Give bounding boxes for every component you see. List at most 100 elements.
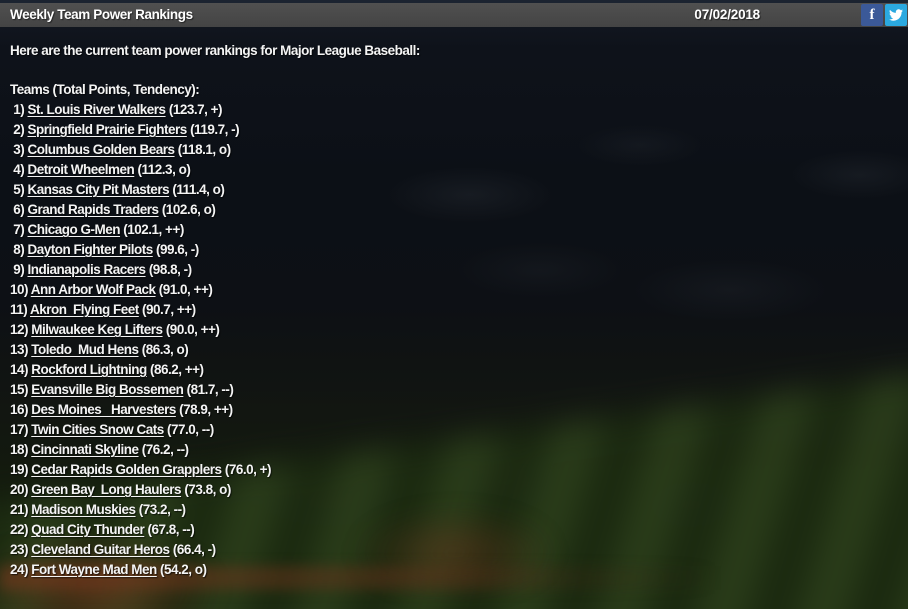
ranking-row: 13) Toledo Mud Hens (86.3, o) [10,340,898,360]
rank-number: 24) [10,562,32,577]
points-tendency: (77.0, --) [163,422,214,437]
ranking-row: 23) Cleveland Guitar Heros (66.4, -) [10,540,898,560]
ranking-row: 11) Akron Flying Feet (90.7, ++) [10,300,898,320]
ranking-row: 2) Springfield Prairie Fighters (119.7, … [10,120,898,140]
ranking-row: 20) Green Bay Long Haulers (73.8, o) [10,480,898,500]
points-tendency: (86.3, o) [138,342,189,357]
team-link[interactable]: Columbus Golden Bears [27,142,176,157]
team-link[interactable]: Madison Muskies [31,502,136,517]
team-link[interactable]: Chicago G-Men [27,222,121,237]
rank-number: 7) [10,222,28,237]
team-link[interactable]: Fort Wayne Mad Men [31,562,157,577]
team-link[interactable]: Des Moines Harvesters [31,402,176,417]
list-header: Teams (Total Points, Tendency): [10,82,200,97]
rank-number: 22) [10,522,32,537]
team-link[interactable]: Dayton Fighter Pilots [27,242,154,257]
ranking-row: 15) Evansville Big Bossemen (81.7, --) [10,380,898,400]
team-link[interactable]: Kansas City Pit Masters [27,182,170,197]
points-tendency: (90.0, ++) [162,322,220,337]
rank-number: 5) [10,182,28,197]
team-link[interactable]: Cincinnati Skyline [31,442,139,457]
twitter-share-button[interactable] [885,4,907,26]
twitter-bird-icon [889,9,903,21]
points-tendency: (119.7, -) [186,122,240,137]
rank-number: 21) [10,502,32,517]
rank-number: 15) [10,382,32,397]
team-link[interactable]: Grand Rapids Traders [27,202,160,217]
ranking-row: 7) Chicago G-Men (102.1, ++) [10,220,898,240]
rank-number: 16) [10,402,32,417]
rank-number: 19) [10,462,32,477]
team-link[interactable]: Toledo Mud Hens [31,342,139,357]
ranking-row: 16) Des Moines Harvesters (78.9, ++) [10,400,898,420]
rank-number: 2) [10,122,28,137]
rank-number: 18) [10,442,32,457]
points-tendency: (86.2, ++) [146,362,204,377]
points-tendency: (123.7, +) [165,102,223,117]
team-link[interactable]: Evansville Big Bossemen [31,382,184,397]
ranking-row: 17) Twin Cities Snow Cats (77.0, --) [10,420,898,440]
points-tendency: (99.6, -) [152,242,199,257]
points-tendency: (118.1, o) [174,142,231,157]
team-link[interactable]: Rockford Lightning [31,362,147,377]
warning-track-strip [0,566,720,590]
facebook-share-button[interactable]: f [861,4,883,26]
ranking-row: 14) Rockford Lightning (86.2, ++) [10,360,898,380]
team-link[interactable]: Detroit Wheelmen [27,162,135,177]
points-tendency: (91.0, ++) [155,282,213,297]
rank-number: 4) [10,162,28,177]
rank-number: 3) [10,142,28,157]
ranking-row: 9) Indianapolis Racers (98.8, -) [10,260,898,280]
infield-dirt-patch [320,495,590,609]
ranking-row: 10) Ann Arbor Wolf Pack (91.0, ++) [10,280,898,300]
team-link[interactable]: Ann Arbor Wolf Pack [30,282,156,297]
rank-number: 11) [10,302,31,317]
ranking-row: 3) Columbus Golden Bears (118.1, o) [10,140,898,160]
points-tendency: (66.4, -) [169,542,216,557]
ranking-row: 18) Cincinnati Skyline (76.2, --) [10,440,898,460]
points-tendency: (67.8, --) [144,522,195,537]
team-link[interactable]: Cleveland Guitar Heros [31,542,170,557]
rank-number: 17) [10,422,32,437]
team-link[interactable]: Green Bay Long Haulers [31,482,182,497]
ranking-row: 1) St. Louis River Walkers (123.7, +) [10,100,898,120]
team-link[interactable]: St. Louis River Walkers [27,102,167,117]
points-tendency: (98.8, -) [145,262,192,277]
rank-number: 6) [10,202,28,217]
ranking-row: 24) Fort Wayne Mad Men (54.2, o) [10,560,898,580]
points-tendency: (76.0, +) [221,462,272,477]
ranking-row: 5) Kansas City Pit Masters (111.4, o) [10,180,898,200]
ranking-row: 21) Madison Muskies (73.2, --) [10,500,898,520]
points-tendency: (73.2, --) [135,502,186,517]
points-tendency: (90.7, ++) [138,302,196,317]
rank-number: 20) [10,482,32,497]
team-link[interactable]: Akron Flying Feet [30,302,139,317]
points-tendency: (81.7, --) [183,382,234,397]
team-link[interactable]: Quad City Thunder [31,522,145,537]
facebook-f-icon: f [869,7,875,23]
team-link[interactable]: Springfield Prairie Fighters [27,122,188,137]
infield-dirt-corner [0,515,260,609]
ranking-row: 12) Milwaukee Keg Lifters (90.0, ++) [10,320,898,340]
window-top-strip [0,0,908,3]
blank-line [10,61,898,80]
team-link[interactable]: Twin Cities Snow Cats [31,422,164,437]
points-tendency: (73.8, o) [181,482,231,497]
rank-number: 1) [10,102,28,117]
rank-number: 23) [10,542,32,557]
rank-number: 9) [10,262,28,277]
ranking-row: 8) Dayton Fighter Pilots (99.6, -) [10,240,898,260]
points-tendency: (102.6, o) [158,202,216,217]
rank-number: 14) [10,362,32,377]
date-display: 07/02/2018 [694,7,760,22]
team-link[interactable]: Indianapolis Racers [27,262,147,277]
team-link[interactable]: Milwaukee Keg Lifters [31,322,163,337]
ranking-row: 22) Quad City Thunder (67.8, --) [10,520,898,540]
points-tendency: (112.3, o) [134,162,191,177]
ranking-row: 19) Cedar Rapids Golden Grapplers (76.0,… [10,460,898,480]
ranking-row: 4) Detroit Wheelmen (112.3, o) [10,160,898,180]
team-link[interactable]: Cedar Rapids Golden Grapplers [31,462,222,477]
rank-number: 13) [10,342,32,357]
points-tendency: (78.9, ++) [175,402,233,417]
